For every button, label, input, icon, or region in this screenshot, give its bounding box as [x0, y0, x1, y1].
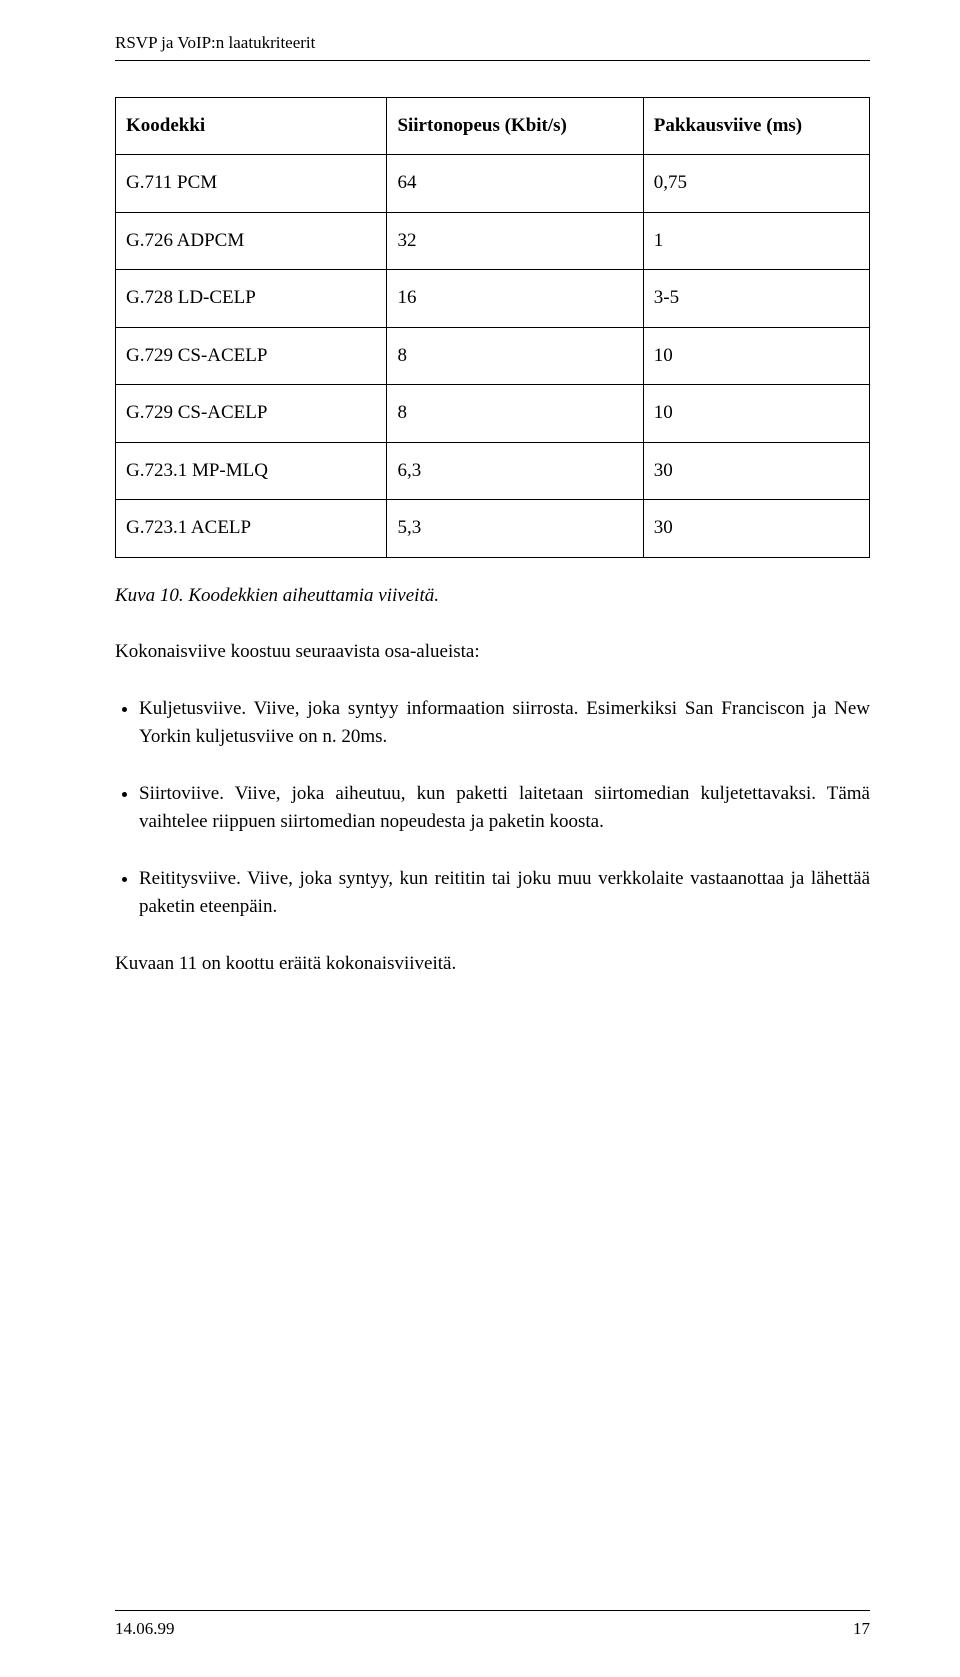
cell: 0,75	[643, 155, 869, 213]
cell: 8	[387, 327, 643, 385]
cell: G.726 ADPCM	[116, 212, 387, 270]
cell: 64	[387, 155, 643, 213]
table-caption: Kuva 10. Koodekkien aiheuttamia viiveitä…	[115, 582, 870, 611]
table-row: G.726 ADPCM 32 1	[116, 212, 870, 270]
cell: 1	[643, 212, 869, 270]
cell: G.723.1 ACELP	[116, 500, 387, 558]
page: RSVP ja VoIP:n laatukriteerit Koodekki S…	[0, 0, 960, 1677]
col-header: Pakkausviive (ms)	[643, 97, 869, 155]
cell: G.728 LD-CELP	[116, 270, 387, 328]
cell: 5,3	[387, 500, 643, 558]
col-header: Koodekki	[116, 97, 387, 155]
cell: 10	[643, 327, 869, 385]
table-row: G.729 CS-ACELP 8 10	[116, 385, 870, 443]
footer-page-number: 17	[853, 1616, 870, 1642]
list-item: Reititysviive. Viive, joka syntyy, kun r…	[139, 865, 870, 922]
table-body: G.711 PCM 64 0,75 G.726 ADPCM 32 1 G.728…	[116, 155, 870, 558]
cell: G.723.1 MP-MLQ	[116, 442, 387, 500]
list-item: Siirtoviive. Viive, joka aiheutuu, kun p…	[139, 780, 870, 837]
cell: 32	[387, 212, 643, 270]
cell: 3-5	[643, 270, 869, 328]
cell: G.729 CS-ACELP	[116, 327, 387, 385]
bullet-list: Kuljetusviive. Viive, joka syntyy inform…	[115, 695, 870, 922]
cell: 10	[643, 385, 869, 443]
table-row: G.711 PCM 64 0,75	[116, 155, 870, 213]
table-row: G.729 CS-ACELP 8 10	[116, 327, 870, 385]
intro-paragraph: Kokonaisviive koostuu seuraavista osa-al…	[115, 638, 870, 667]
codec-table: Koodekki Siirtonopeus (Kbit/s) Pakkausvi…	[115, 97, 870, 558]
cell: 6,3	[387, 442, 643, 500]
col-header: Siirtonopeus (Kbit/s)	[387, 97, 643, 155]
cell: 30	[643, 500, 869, 558]
footer-rule	[115, 1610, 870, 1611]
cell: 8	[387, 385, 643, 443]
running-header: RSVP ja VoIP:n laatukriteerit	[115, 30, 870, 56]
list-item: Kuljetusviive. Viive, joka syntyy inform…	[139, 695, 870, 752]
cell: G.729 CS-ACELP	[116, 385, 387, 443]
closing-paragraph: Kuvaan 11 on koottu eräitä kokonaisviive…	[115, 950, 870, 979]
table-row: G.723.1 ACELP 5,3 30	[116, 500, 870, 558]
cell: G.711 PCM	[116, 155, 387, 213]
table-header-row: Koodekki Siirtonopeus (Kbit/s) Pakkausvi…	[116, 97, 870, 155]
cell: 30	[643, 442, 869, 500]
footer-date: 14.06.99	[115, 1616, 175, 1642]
page-footer: 14.06.99 17	[115, 1616, 870, 1642]
cell: 16	[387, 270, 643, 328]
table-row: G.723.1 MP-MLQ 6,3 30	[116, 442, 870, 500]
table-row: G.728 LD-CELP 16 3-5	[116, 270, 870, 328]
header-rule	[115, 60, 870, 61]
